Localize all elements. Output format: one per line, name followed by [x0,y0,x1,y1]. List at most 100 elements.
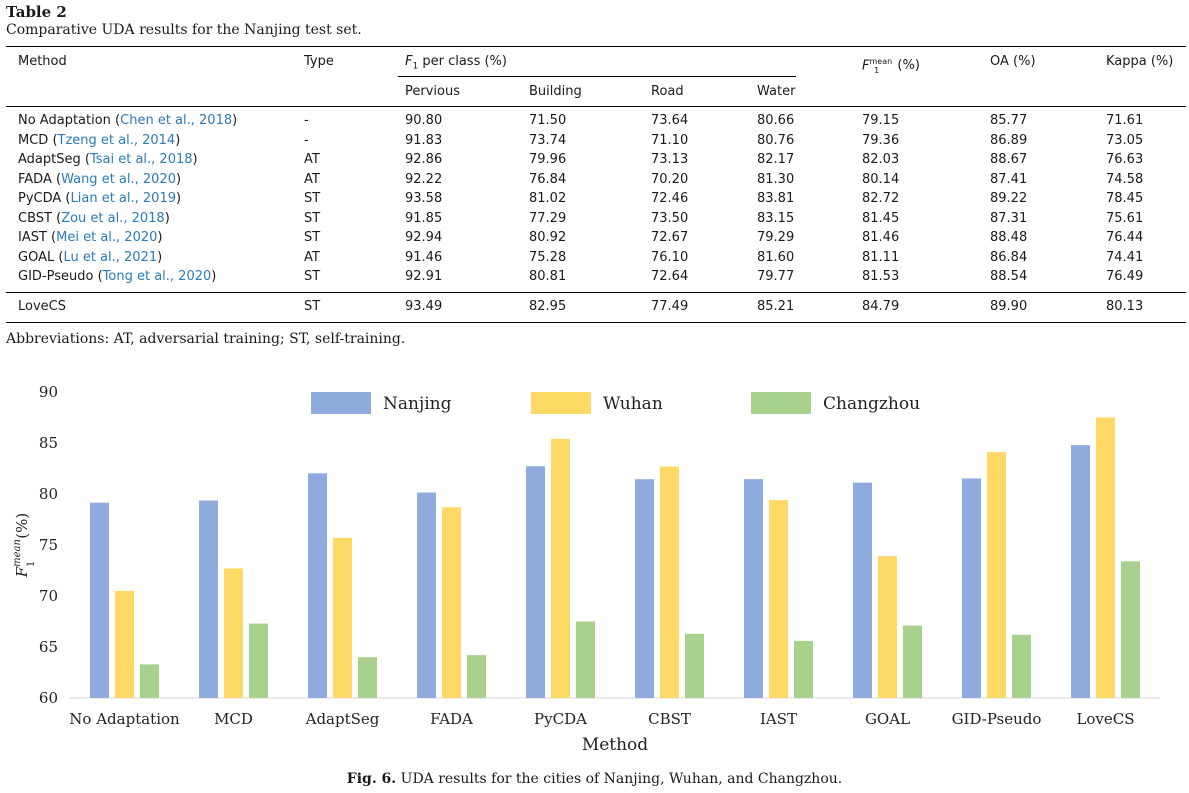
bar-nanjing [199,500,218,698]
table-row-method: CBST (Zou et al., 2018) [18,211,170,226]
table-cell-value: 77.29 [529,211,567,226]
table-cell-value: 81.45 [862,211,900,226]
table-cell-value: 81.02 [529,191,567,206]
table-cell-value: 72.46 [651,191,689,206]
x-tick-label: LoveCS [1076,710,1134,728]
table-cell-value: 71.61 [1106,113,1144,128]
citation-link[interactable]: Wang et al., 2020 [61,172,176,187]
header-f1-mean: Fmean1 (%) [862,57,920,75]
y-tick-label: 75 [39,536,58,554]
table-cell-type: AT [304,250,320,265]
table-cell-value: 70.20 [651,172,689,187]
table-row-method: IAST (Mei et al., 2020) [18,230,163,245]
table-footnote: Abbreviations: AT, adversarial training;… [6,331,406,347]
table-cell-value: 74.41 [1106,250,1144,265]
table-cell-type: AT [304,172,320,187]
legend-label-changzhou: Changzhou [823,394,920,414]
y-tick-label: 65 [39,638,58,656]
table-cell-type: ST [304,269,321,284]
table-cell-value: 82.17 [757,152,795,167]
y-tick-label: 60 [39,689,58,707]
method-name: MCD [18,133,49,148]
table-cell-value: 72.67 [651,230,689,245]
table-cell-value: 72.64 [651,269,689,284]
table-cell-value: 73.64 [651,113,689,128]
citation-link[interactable]: Tsai et al., 2018 [89,152,193,167]
bar-wuhan [115,590,134,698]
bar-changzhou [358,657,377,698]
table-cell-value: 79.36 [862,133,900,148]
bar-wuhan [333,537,352,698]
table-cell-value: 81.30 [757,172,795,187]
table-cell-value: 91.46 [405,250,443,265]
method-name: IAST [18,230,47,245]
rule-segment [18,292,238,293]
table-cell-value: 78.45 [1106,191,1144,206]
table-cell-value: 79.96 [529,152,567,167]
citation-link[interactable]: Lu et al., 2021 [63,250,158,265]
x-tick-label: AdaptSeg [305,710,380,728]
header-class-building: Building [529,84,582,99]
table-cell-value: 92.94 [405,230,443,245]
table-cell-value: 76.44 [1106,230,1144,245]
table-cell-type: AT [304,152,320,167]
table-cell-value: 73.74 [529,133,567,148]
x-tick-label: IAST [760,710,797,728]
table-cell-value: 86.89 [990,133,1028,148]
table-cell-value: 73.05 [1106,133,1144,148]
table-row-method: PyCDA (Lian et al., 2019) [18,191,182,206]
bar-wuhan [442,507,461,698]
legend-label-wuhan: Wuhan [603,394,663,414]
x-tick-label: GID-Pseudo [952,710,1042,728]
y-tick-label: 90 [39,383,58,401]
table-row-method: GID-Pseudo (Tong et al., 2020) [18,269,217,284]
x-tick-label: MCD [214,710,253,728]
method-name: AdaptSeg [18,152,81,167]
table-cell-type: ST [304,211,321,226]
x-tick-label: CBST [648,710,691,728]
bar-changzhou [140,664,159,698]
table-cell-value: 82.72 [862,191,900,206]
citation-link[interactable]: Mei et al., 2020 [56,230,158,245]
table-cell-value: 85.21 [757,299,795,314]
y-axis-label: Fmean 1(%) [12,513,37,579]
table-cell-type: - [304,113,309,128]
header-f1-per-class: F1 per class (%) [405,54,507,72]
citation-link[interactable]: Zou et al., 2018 [61,211,165,226]
table-cell-value: 88.48 [990,230,1028,245]
table-cell-value: 80.66 [757,113,795,128]
citation-link[interactable]: Chen et al., 2018 [120,113,233,128]
method-name: GOAL [18,250,55,265]
f1-group-rule [398,76,796,77]
method-name: FADA [18,172,52,187]
legend-swatch-changzhou [751,392,811,414]
citation-link[interactable]: Lian et al., 2019 [70,191,176,206]
header-oa: OA (%) [990,54,1036,69]
table-cell-value: 76.84 [529,172,567,187]
bar-nanjing [1071,445,1090,698]
bar-wuhan [987,452,1006,698]
bar-changzhou [794,640,813,698]
table-cell-value: 77.49 [651,299,689,314]
table-cell-value: 80.14 [862,172,900,187]
citation-link[interactable]: Tong et al., 2020 [102,269,212,284]
bar-changzhou [576,621,595,698]
header-class-pervious: Pervious [405,84,460,99]
bar-wuhan [1096,417,1115,698]
header-kappa: Kappa (%) [1106,54,1174,69]
table-cell-value: 73.13 [651,152,689,167]
table-cell-value: 80.81 [529,269,567,284]
citation-link[interactable]: Tzeng et al., 2014 [57,133,176,148]
table-cell-value: 86.84 [990,250,1028,265]
bar-changzhou [1012,634,1031,698]
bar-changzhou [685,633,704,698]
header-bottom-rule [6,106,1186,107]
table-row-method: No Adaptation (Chen et al., 2018) [18,113,238,128]
table-row-method: LoveCS [18,299,66,315]
bar-nanjing [853,482,872,698]
table-cell-value: 88.54 [990,269,1028,284]
table-cell-value: 76.63 [1106,152,1144,167]
method-name: No Adaptation [18,113,111,128]
header-method: Method [18,54,67,69]
table-cell-value: 79.15 [862,113,900,128]
